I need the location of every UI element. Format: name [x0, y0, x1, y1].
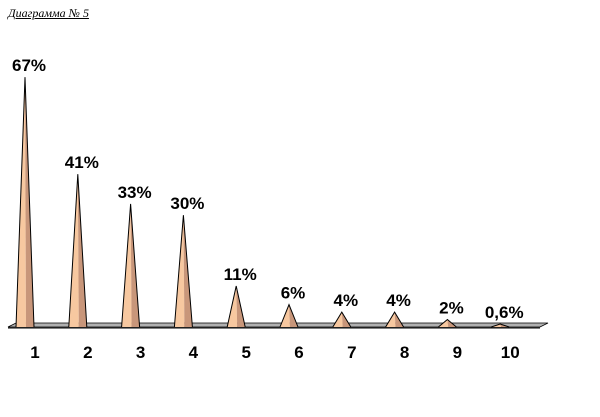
cone-mark-5: [226, 285, 246, 328]
data-label: 67%: [12, 56, 46, 75]
chart-floor: [7, 322, 549, 328]
data-label: 6%: [281, 284, 306, 303]
cone-mark-3: [121, 203, 141, 328]
cone-mark-4: [173, 215, 193, 328]
cone-outline: [226, 285, 246, 328]
x-tick-label: 1: [30, 343, 39, 362]
cone-mark-6: [279, 303, 299, 328]
x-tick-label: 8: [400, 343, 409, 362]
cone-outline: [332, 311, 352, 328]
data-label: 2%: [439, 299, 464, 318]
x-tick-label: 2: [83, 343, 92, 362]
x-tick-label: 3: [136, 343, 145, 362]
data-label: 0,6%: [485, 303, 524, 322]
x-tick-label: 6: [294, 343, 303, 362]
data-label: 4%: [334, 291, 359, 310]
cone-mark-9: [438, 318, 457, 328]
x-tick-label: 10: [501, 343, 520, 362]
x-tick-label: 5: [241, 343, 250, 362]
cone-mark-7: [332, 311, 352, 328]
data-label: 33%: [118, 183, 152, 202]
cone-mark-2: [68, 174, 88, 328]
data-label: 41%: [65, 153, 99, 172]
cone-mark-1: [15, 77, 35, 328]
cone-mark-8: [385, 311, 405, 328]
data-label: 4%: [386, 291, 411, 310]
cone-outline: [491, 323, 510, 328]
cone-mark-10: [491, 323, 510, 328]
cone-outline: [68, 174, 88, 328]
cone-outline: [121, 203, 141, 328]
cone-outline: [438, 318, 457, 328]
cone-outline: [279, 303, 299, 328]
data-label: 11%: [224, 265, 257, 284]
data-label: 30%: [170, 194, 204, 213]
x-tick-label: 4: [189, 343, 199, 362]
cone-outline: [173, 215, 193, 328]
cone-outline: [385, 311, 405, 328]
x-tick-label: 9: [453, 343, 462, 362]
cone-outline: [15, 77, 35, 328]
x-tick-label: 7: [347, 343, 356, 362]
chart-title: Диаграмма № 5: [8, 6, 89, 20]
